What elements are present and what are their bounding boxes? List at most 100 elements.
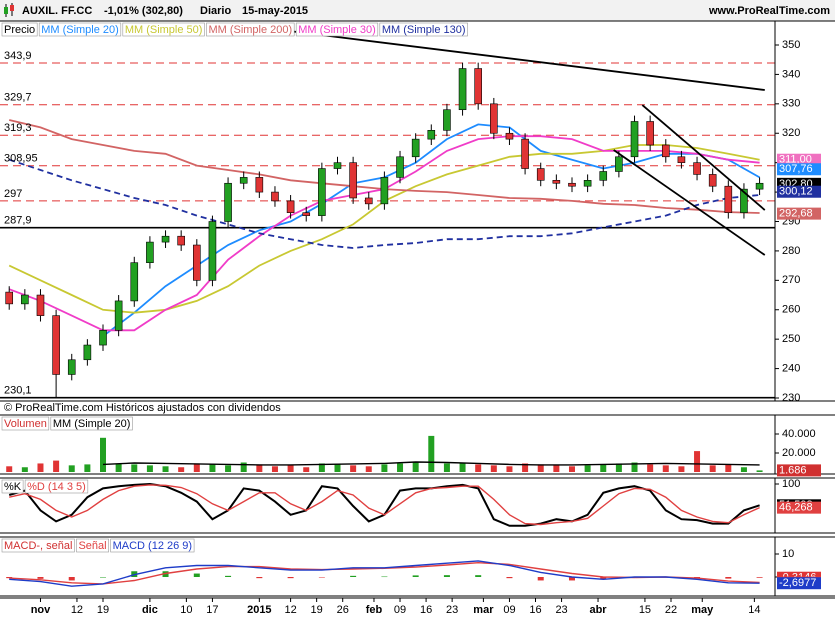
bar: [709, 465, 716, 472]
legend-label: MM (Simple 30): [298, 24, 376, 36]
candle-body: [255, 177, 264, 193]
bar: [131, 464, 138, 472]
header-bar: [0, 0, 835, 21]
candle-body: [583, 180, 592, 187]
y-tick-label: 320: [782, 127, 800, 139]
candle-body: [411, 138, 420, 158]
plot-area: [0, 29, 775, 399]
bar: [53, 460, 60, 472]
bar: [271, 466, 278, 472]
legend-box: [1, 416, 50, 431]
trend-line: [283, 29, 765, 91]
level-label: 319,3: [4, 122, 32, 134]
legend-box: [206, 22, 295, 37]
bar: [350, 465, 357, 472]
legend-label: Señal: [78, 540, 106, 552]
candle-body: [114, 300, 123, 331]
bar: [178, 467, 185, 472]
y-tick-label: 100: [782, 478, 800, 490]
legend-box: [24, 479, 89, 494]
bar: [537, 464, 544, 472]
x-tick-label: 26: [337, 604, 349, 616]
x-tick-label: 2015: [247, 604, 271, 616]
candle-body: [21, 294, 29, 305]
bar: [287, 465, 294, 472]
level-label: 230,1: [4, 385, 32, 397]
x-tick-label: 12: [284, 604, 296, 616]
level-label: 297: [4, 188, 22, 200]
candle-body: [146, 241, 154, 263]
bar: [443, 575, 450, 577]
candle-body: [5, 291, 14, 305]
candle-body: [677, 156, 686, 163]
bar: [225, 575, 232, 577]
candle-body: [286, 200, 295, 213]
price-tag: [777, 501, 821, 514]
x-tick-label: may: [691, 604, 714, 616]
level-label: 343,9: [4, 50, 32, 62]
site: www.ProRealTime.com: [708, 5, 830, 17]
y-tick-label: 240: [782, 362, 800, 374]
line: [9, 560, 760, 587]
bar: [6, 466, 13, 472]
bar: [756, 577, 763, 578]
candle-body: [333, 162, 342, 169]
candle-body: [67, 359, 76, 375]
legend-box: [379, 22, 468, 37]
candle-body: [99, 330, 107, 346]
bar: [412, 575, 419, 577]
candle-body: [224, 182, 232, 222]
legend-label: MM (Simple 20): [53, 418, 131, 430]
bar: [287, 577, 294, 579]
y-tick-label: 250: [782, 333, 800, 345]
legend-box: [1, 22, 38, 37]
legend-label: %K: [4, 481, 22, 493]
x-tick-label: 23: [555, 604, 567, 616]
price-tag-label: 46,268: [779, 502, 813, 514]
candle-body: [364, 197, 373, 205]
candle-body: [302, 212, 311, 216]
bar: [600, 577, 607, 580]
bar: [553, 465, 560, 472]
trend-line: [641, 104, 766, 211]
bar: [256, 464, 263, 472]
candle-body: [536, 168, 545, 181]
x-tick-label: 16: [529, 604, 541, 616]
price-tag-label: 307,76: [779, 163, 813, 175]
price-tag-label: 292,68: [779, 208, 813, 220]
price-tag: [777, 185, 821, 198]
bar: [694, 451, 701, 472]
legend-label: MM (Simple 130): [382, 24, 466, 36]
candle-body: [318, 168, 326, 216]
y-tick-label: 20.000: [782, 447, 816, 459]
bar: [21, 467, 28, 472]
candle-body: [271, 191, 279, 202]
candle-body: [193, 244, 201, 281]
bar: [725, 464, 732, 472]
bar: [475, 575, 482, 577]
bar: [381, 464, 388, 472]
legend-box: [76, 538, 109, 553]
candle-body: [380, 177, 389, 205]
legend-box: [1, 479, 24, 494]
price-tag: [777, 207, 821, 220]
bar: [115, 463, 122, 472]
line: [9, 484, 760, 526]
legend-box: [110, 538, 195, 553]
price-tag: [777, 577, 821, 590]
bar: [256, 577, 263, 579]
bar: [600, 464, 607, 472]
price-tag-label: 311,00: [779, 154, 812, 166]
bar: [318, 463, 325, 472]
x-tick-label: 19: [97, 604, 109, 616]
plot-area: [6, 560, 763, 587]
bar: [537, 577, 544, 581]
x-tick-label: 14: [748, 604, 760, 616]
candle-body: [740, 188, 748, 213]
price-tag-label: 1.686: [779, 464, 807, 476]
legend-label: MACD (12 26 9): [113, 540, 192, 552]
y-tick-label: 260: [782, 304, 800, 316]
legend-label: MM (Simple 50): [125, 24, 203, 36]
